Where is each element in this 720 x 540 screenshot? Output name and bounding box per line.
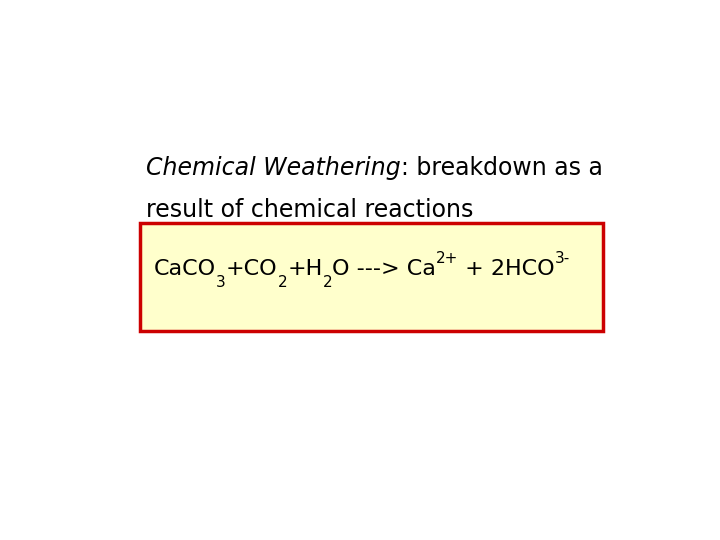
Text: O ---> Ca: O ---> Ca xyxy=(332,259,436,279)
Text: result of chemical reactions: result of chemical reactions xyxy=(145,198,473,222)
Text: +H: +H xyxy=(287,259,323,279)
Text: Chemical Weathering: Chemical Weathering xyxy=(145,156,400,180)
FancyBboxPatch shape xyxy=(140,223,603,331)
Text: 2: 2 xyxy=(323,275,332,291)
Text: : breakdown as a: : breakdown as a xyxy=(400,156,603,180)
Text: CaCO: CaCO xyxy=(154,259,216,279)
Text: 3: 3 xyxy=(216,275,226,291)
Text: 2: 2 xyxy=(278,275,287,291)
Text: +CO: +CO xyxy=(226,259,278,279)
Text: 2+: 2+ xyxy=(436,251,459,266)
Text: + 2HCO: + 2HCO xyxy=(459,259,555,279)
Text: 3-: 3- xyxy=(555,251,570,266)
